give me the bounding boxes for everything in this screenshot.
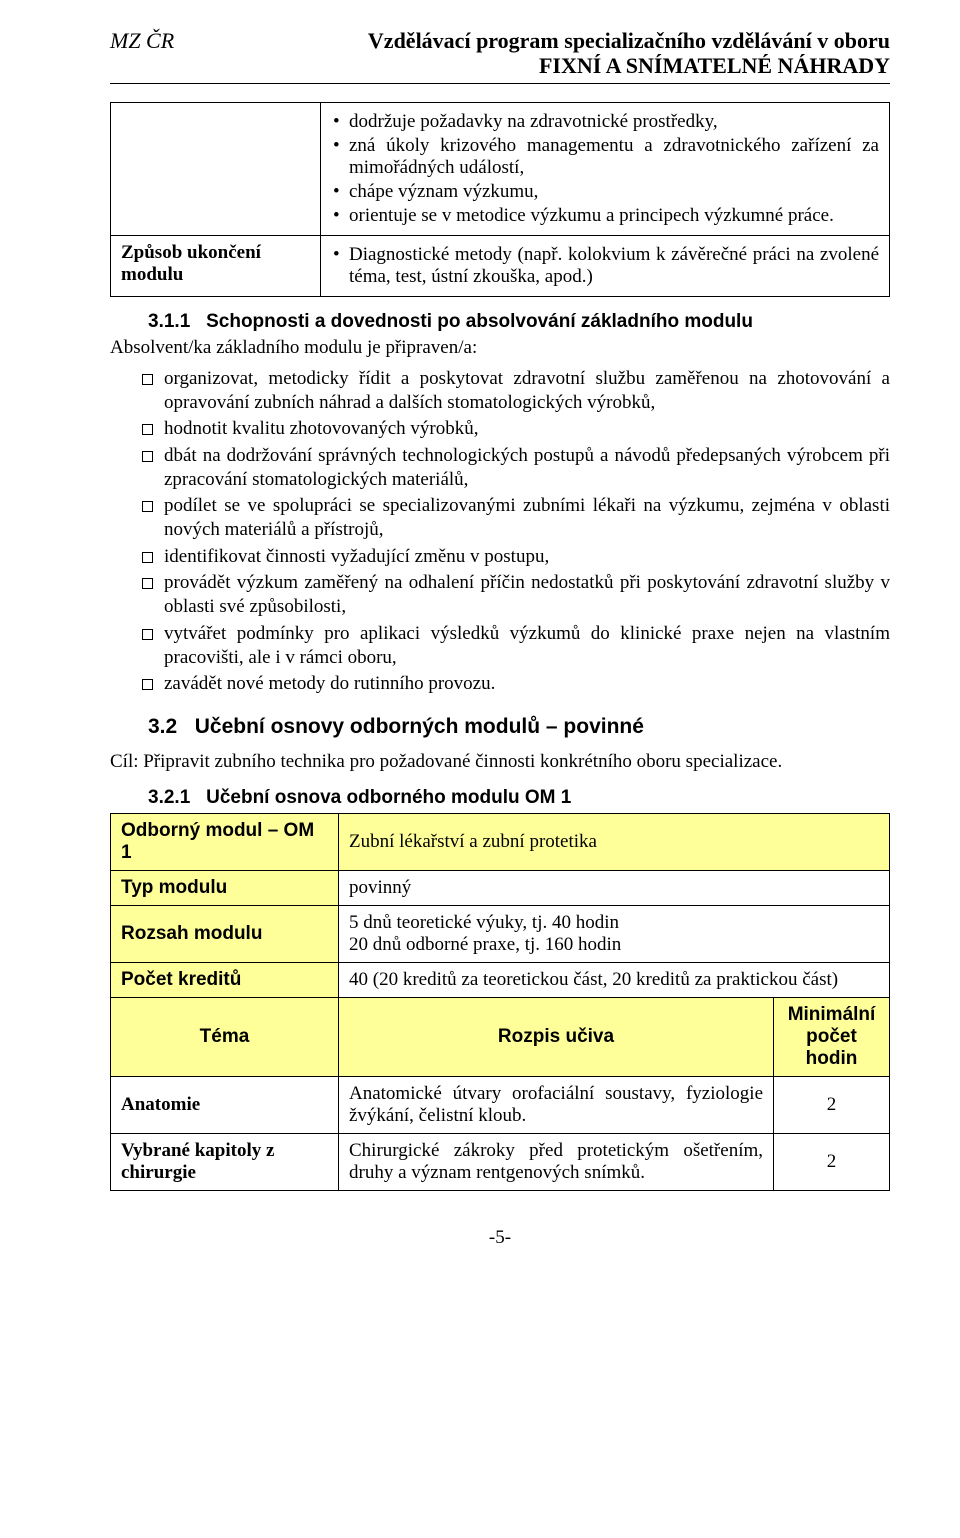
module-head-tema: Téma <box>111 997 339 1076</box>
module-row-credits: Počet kreditů 40 (20 kreditů za teoretic… <box>111 962 890 997</box>
top-table-row-1: dodržuje požadavky na zdravotnické prost… <box>111 102 890 235</box>
module-row-om1: Odborný modul – OM 1 Zubní lékařství a z… <box>111 813 890 870</box>
module-r3-line2: 20 dnů odborné praxe, tj. 160 hodin <box>349 934 621 955</box>
bullet-item: dodržuje požadavky na zdravotnické prost… <box>331 111 879 133</box>
section-311-intro: Absolvent/ka základního modulu je připra… <box>110 337 890 359</box>
section-321-title: Učební osnova odborného modulu OM 1 <box>206 787 571 808</box>
bullet-item: Diagnostické metody (např. kolokvium k z… <box>331 244 879 288</box>
section-321-heading: 3.2.1 Učební osnova odborného modulu OM … <box>148 787 890 809</box>
header-right: Vzdělávací program specializačního vzděl… <box>368 28 890 79</box>
module-r1-label: Odborný modul – OM 1 <box>111 813 339 870</box>
top-table: dodržuje požadavky na zdravotnické prost… <box>110 102 890 297</box>
section-311-list: organizovat, metodicky řídit a poskytova… <box>110 367 890 697</box>
section-32-heading: 3.2 Učební osnovy odborných modulů – pov… <box>148 715 890 739</box>
section-321-number: 3.2.1 <box>148 787 190 808</box>
section-32-cil: Cíl: Připravit zubního technika pro poža… <box>110 751 890 773</box>
module-hodin-0: 2 <box>774 1076 890 1133</box>
module-rozpis-1: Chirurgické zákroky před protetickým oše… <box>339 1133 774 1190</box>
page-number: -5- <box>110 1227 890 1249</box>
list-item: identifikovat činnosti vyžadující změnu … <box>110 545 890 569</box>
module-r4-value: 40 (20 kreditů za teoretickou část, 20 k… <box>339 962 890 997</box>
module-head-row: Téma Rozpis učiva Minimální počet hodin <box>111 997 890 1076</box>
module-r1-value: Zubní lékařství a zubní protetika <box>339 813 890 870</box>
page: MZ ČR Vzdělávací program specializačního… <box>0 0 960 1289</box>
header-title-line1: Vzdělávací program specializačního vzděl… <box>368 28 890 53</box>
module-head-rozpis: Rozpis učiva <box>339 997 774 1076</box>
module-r2-value: povinný <box>339 870 890 905</box>
top-table-row1-list: dodržuje požadavky na zdravotnické prost… <box>331 111 879 227</box>
section-32-number: 3.2 <box>148 715 177 738</box>
module-hodin-1: 2 <box>774 1133 890 1190</box>
module-tema-1: Vybrané kapitoly z chirurgie <box>111 1133 339 1190</box>
module-head-hodin: Minimální počet hodin <box>774 997 890 1076</box>
top-table-row1-content: dodržuje požadavky na zdravotnické prost… <box>321 102 890 235</box>
top-table-row2-content: Diagnostické metody (např. kolokvium k z… <box>321 235 890 296</box>
list-item: zavádět nové metody do rutinního provozu… <box>110 672 890 696</box>
header-title-line2: FIXNÍ A SNÍMATELNÉ NÁHRADY <box>539 53 890 78</box>
section-311-number: 3.1.1 <box>148 311 190 332</box>
module-r2-label: Typ modulu <box>111 870 339 905</box>
module-row-extent: Rozsah modulu 5 dnů teoretické výuky, tj… <box>111 905 890 962</box>
list-item: vytvářet podmínky pro aplikaci výsledků … <box>110 622 890 671</box>
module-data-row: Vybrané kapitoly z chirurgie Chirurgické… <box>111 1133 890 1190</box>
module-r3-label: Rozsah modulu <box>111 905 339 962</box>
module-data-row: Anatomie Anatomické útvary orofaciální s… <box>111 1076 890 1133</box>
header-left: MZ ČR <box>110 28 174 54</box>
list-item: provádět výzkum zaměřený na odhalení pří… <box>110 571 890 620</box>
list-item: podílet se ve spolupráci se specializova… <box>110 494 890 543</box>
section-32-title: Učební osnovy odborných modulů – povinné <box>195 715 644 738</box>
bullet-item: chápe význam výzkumu, <box>331 181 879 203</box>
list-item: organizovat, metodicky řídit a poskytova… <box>110 367 890 416</box>
list-item: dbát na dodržování správných technologic… <box>110 444 890 493</box>
module-r3-value: 5 dnů teoretické výuky, tj. 40 hodin 20 … <box>339 905 890 962</box>
list-item: hodnotit kvalitu zhotovovaných výrobků, <box>110 417 890 441</box>
section-311-heading: 3.1.1 Schopnosti a dovednosti po absolvo… <box>148 311 890 333</box>
module-r4-label: Počet kreditů <box>111 962 339 997</box>
section-311-title: Schopnosti a dovednosti po absolvování z… <box>206 311 753 332</box>
top-table-row1-label <box>111 102 321 235</box>
module-table: Odborný modul – OM 1 Zubní lékařství a z… <box>110 813 890 1191</box>
module-tema-0: Anatomie <box>111 1076 339 1133</box>
top-table-row2-label: Způsob ukončení modulu <box>111 235 321 296</box>
module-r3-line1: 5 dnů teoretické výuky, tj. 40 hodin <box>349 912 619 933</box>
header-divider <box>110 83 890 84</box>
bullet-item: zná úkoly krizového managementu a zdravo… <box>331 135 879 179</box>
module-rozpis-0: Anatomické útvary orofaciální soustavy, … <box>339 1076 774 1133</box>
top-table-row2-list: Diagnostické metody (např. kolokvium k z… <box>331 244 879 288</box>
page-header: MZ ČR Vzdělávací program specializačního… <box>110 28 890 79</box>
bullet-item: orientuje se v metodice výzkumu a princi… <box>331 205 879 227</box>
top-table-row-2: Způsob ukončení modulu Diagnostické meto… <box>111 235 890 296</box>
module-row-type: Typ modulu povinný <box>111 870 890 905</box>
